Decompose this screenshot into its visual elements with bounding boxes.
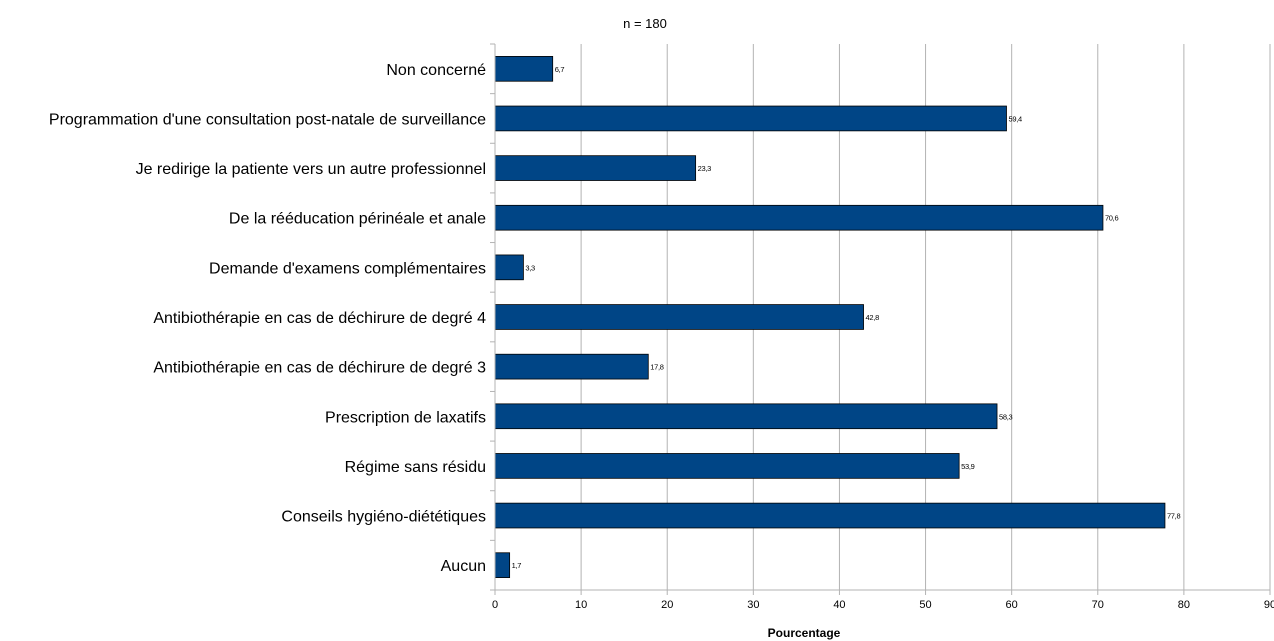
category-label: Non concerné [386, 62, 486, 79]
category-label: Demande d'examens complémentaires [209, 260, 486, 277]
bar-data-label: 58,3 [999, 412, 1013, 421]
bar [494, 403, 998, 430]
bar-data-label: 53,9 [961, 462, 975, 471]
bar [494, 155, 697, 181]
bar-data-label: 23,3 [698, 164, 712, 173]
x-axis-title: Pourcentage [768, 626, 841, 640]
bar [494, 502, 1166, 529]
x-tick-label: 40 [833, 599, 845, 611]
gridlines [580, 44, 1271, 590]
x-tick-label: 80 [1178, 599, 1190, 611]
bar [494, 254, 524, 281]
bar [494, 353, 649, 380]
bar-data-label: 42,8 [866, 313, 880, 322]
bar [494, 204, 1104, 231]
bar-data-label: 1,7 [512, 561, 522, 570]
bar-data-label: 3,3 [525, 263, 535, 272]
x-tick-label: 70 [1092, 599, 1104, 611]
x-tick-label: 30 [747, 599, 759, 611]
category-label: Antibiothérapie en cas de déchirure de d… [153, 310, 486, 327]
category-label: Antibiothérapie en cas de déchirure de d… [153, 360, 486, 377]
bar-data-label: 77,8 [1167, 512, 1181, 521]
axes: 0 10 20 30 40 50 60 70 80 90 Non concerné Programma… [49, 43, 1274, 611]
category-label: Régime sans résidu [345, 459, 486, 476]
bar-data-label: 17,8 [650, 363, 664, 372]
bar [494, 552, 511, 578]
x-tick-label: 20 [661, 599, 673, 611]
bar [494, 105, 1007, 132]
x-tick-label: 50 [919, 599, 931, 611]
category-label: Aucun [441, 558, 486, 575]
bar-data-label: 70,6 [1105, 214, 1119, 223]
bars: 6,7 59,4 23,3 70,6 3,3 42,8 17,8 58,3 53,9 77,8 1,… [494, 56, 1181, 578]
x-tick-label: 60 [1006, 599, 1018, 611]
bar [494, 56, 554, 82]
bar [494, 453, 960, 479]
x-tick-label: 90 [1264, 599, 1274, 611]
bar-data-label: 6,7 [555, 65, 565, 74]
bar-data-label: 59,4 [1009, 114, 1023, 123]
category-label: Prescription de laxatifs [325, 409, 486, 426]
x-tick-label: 0 [492, 599, 498, 611]
category-label: Je redirige la patiente vers un autre pr… [136, 161, 486, 178]
chart-title: n = 180 [623, 16, 667, 31]
category-label: Programmation d'une consultation post-na… [49, 111, 486, 128]
category-label: De la rééducation périnéale et anale [229, 211, 486, 228]
x-tick-label: 10 [575, 599, 587, 611]
bar [494, 304, 864, 330]
category-label: Conseils hygiéno-diététiques [281, 509, 486, 526]
